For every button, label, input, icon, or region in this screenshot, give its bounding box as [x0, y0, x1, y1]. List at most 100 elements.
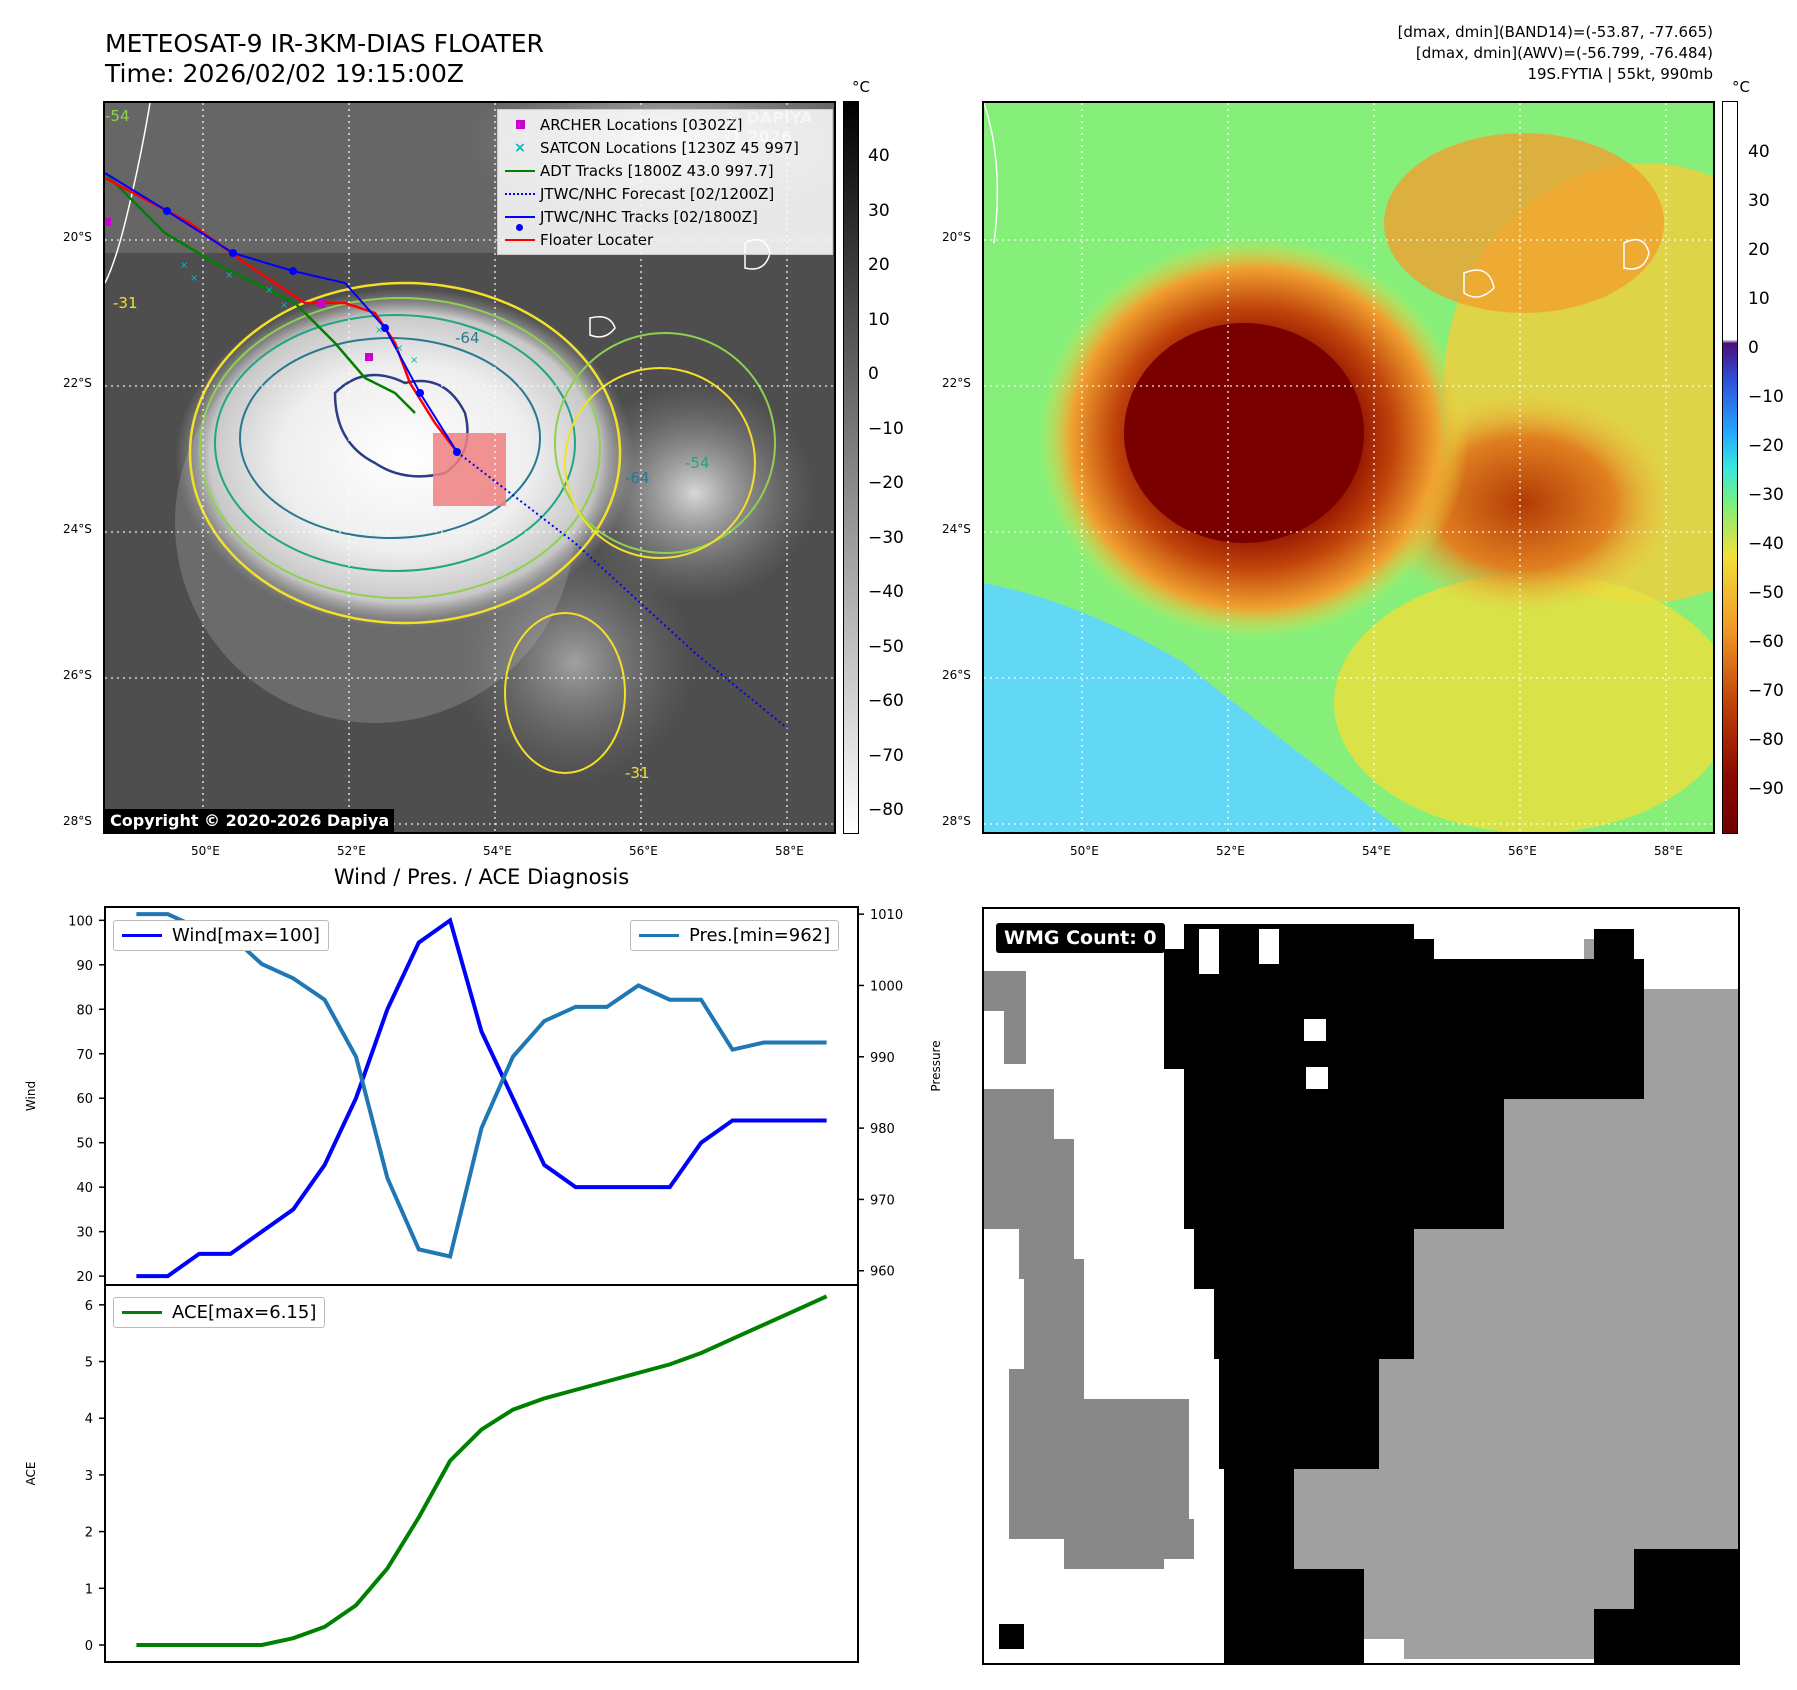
colorbar-tick-label: 30 — [868, 200, 890, 221]
colorbar-tick-label: −20 — [1748, 436, 1784, 456]
pressure-tick-label: 980 — [870, 1122, 895, 1137]
colorbar-tick-label: −10 — [1748, 387, 1784, 407]
wmg-count-badge: WMG Count: 0 — [996, 923, 1165, 953]
wind-tick-label: 90 — [76, 959, 93, 974]
colorbar-tick-label: −90 — [1748, 779, 1784, 799]
lon-label: 50°E — [191, 844, 220, 858]
svg-text:×: × — [395, 343, 403, 354]
contour-label: -54 — [685, 454, 710, 472]
ace-tick-label: 2 — [85, 1526, 93, 1541]
legend-item-jtwc-tracks: JTWC/NHC Tracks [02/1800Z] — [500, 205, 830, 231]
wind-tick-label: 20 — [76, 1270, 93, 1285]
awv-panel — [982, 101, 1715, 834]
top-plot-frame — [104, 906, 859, 1286]
line-icon — [500, 238, 540, 241]
contour-label: -31 — [625, 764, 650, 782]
figure-title: METEOSAT-9 IR-3KM-DIAS FLOATER — [105, 29, 544, 58]
ir-colorbar-unit: °C — [852, 78, 870, 96]
legend-item-floater: Floater Locater — [500, 228, 830, 251]
ace-axis-label: ACE — [24, 1462, 38, 1486]
pressure-tick-label: 990 — [870, 1051, 895, 1066]
legend-item-satcon: × SATCON Locations [1230Z 45 997] — [500, 136, 830, 159]
wind-tick-label: 100 — [68, 914, 93, 929]
ir-colorbar — [843, 101, 859, 834]
colorbar-tick-label: −10 — [868, 418, 904, 439]
wind-tick-label: 30 — [76, 1226, 93, 1241]
ace-tick-label: 5 — [85, 1356, 93, 1371]
wind-series-line — [136, 917, 827, 1279]
lon-label: 54°E — [483, 844, 512, 858]
colorbar-tick-label: 20 — [868, 255, 890, 275]
wmg-map — [984, 924, 1738, 1663]
colorbar-tick-label: −50 — [868, 636, 904, 657]
wind-tick-label: 40 — [76, 1181, 93, 1196]
svg-text:×: × — [410, 355, 418, 366]
lat-label: 24°S — [63, 522, 92, 536]
lat-label: 20°S — [63, 230, 92, 244]
colorbar-tick-label: −60 — [1748, 632, 1784, 652]
lon-label: 58°E — [775, 844, 804, 858]
awv-colorbar — [1722, 101, 1738, 834]
pressure-tick-label: 1000 — [870, 979, 903, 994]
svg-text:×: × — [265, 285, 273, 296]
pressure-tick-label: 1010 — [870, 908, 903, 923]
square-icon — [500, 120, 540, 129]
lon-label: 52°E — [1216, 844, 1245, 858]
wind-tick-label: 80 — [76, 1003, 93, 1018]
ir-satellite-panel: × × × × × × × × -54 -31 -64 -64 -54 -31 ARCHE… — [103, 101, 836, 834]
lat-label: 28°S — [942, 814, 971, 828]
pressure-tick-label: 970 — [870, 1193, 895, 1208]
lon-label: 52°E — [337, 844, 366, 858]
lon-label: 56°E — [629, 844, 658, 858]
pressure-axis-label: Pressure — [929, 1040, 943, 1091]
lon-label: 56°E — [1508, 844, 1537, 858]
line-icon — [500, 169, 540, 172]
colorbar-tick-label: 10 — [868, 309, 890, 330]
wind-pres-ace-chart: 20 30 40 50 60 70 80 90 100 960 970 980 990 1000 1010 0… — [24, 906, 943, 1663]
colorbar-tick-label: −50 — [1748, 583, 1784, 603]
contour-label: -31 — [113, 294, 138, 312]
colorbar-tick-label: 40 — [868, 146, 890, 166]
svg-text:×: × — [280, 300, 288, 311]
band14-stats: [dmax, dmin](BAND14)=(-53.87, -77.665) — [1397, 23, 1713, 41]
awv-image — [984, 103, 1713, 832]
awv-stats: [dmax, dmin](AWV)=(-56.799, -76.484) — [1415, 44, 1713, 62]
svg-text:×: × — [375, 325, 383, 336]
contour-label: -64 — [625, 469, 650, 487]
colorbar-tick-label: 0 — [1748, 338, 1759, 358]
ace-tick-label: 3 — [85, 1469, 93, 1484]
figure-time: Time: 2026/02/02 19:15:00Z — [105, 59, 464, 88]
colorbar-tick-label: −80 — [868, 800, 904, 820]
colorbar-tick-label: −30 — [868, 527, 904, 548]
colorbar-tick-label: 10 — [1748, 289, 1770, 309]
legend-item-archer: ARCHER Locations [0302Z] — [500, 113, 830, 136]
storm-info: 19S.FYTIA | 55kt, 990mb — [1527, 65, 1713, 83]
colorbar-tick-label: −70 — [1748, 681, 1784, 701]
awv-colorbar-unit: °C — [1732, 78, 1750, 96]
lon-label: 54°E — [1362, 844, 1391, 858]
lon-label: 50°E — [1070, 844, 1099, 858]
ace-tick-label: 0 — [85, 1639, 93, 1654]
colorbar-tick-label: −40 — [868, 582, 904, 602]
wind-tick-label: 50 — [76, 1137, 93, 1152]
diagnosis-title: Wind / Pres. / ACE Diagnosis — [333, 865, 630, 889]
svg-text:×: × — [180, 260, 188, 271]
colorbar-tick-label: 30 — [1748, 191, 1770, 211]
pressure-tick-label: 960 — [870, 1265, 895, 1280]
colorbar-tick-label: 0 — [868, 364, 879, 384]
colorbar-tick-label: −20 — [868, 473, 904, 493]
colorbar-tick-label: −70 — [868, 745, 904, 766]
wind-axis-label: Wind — [24, 1081, 38, 1111]
lat-label: 20°S — [942, 230, 971, 244]
colorbar-tick-label: −80 — [1748, 730, 1784, 750]
copyright-label: Copyright © 2020-2026 Dapiya — [105, 809, 395, 832]
wind-tick-label: 60 — [76, 1092, 93, 1107]
lon-label: 58°E — [1654, 844, 1683, 858]
colorbar-tick-label: −60 — [868, 691, 904, 711]
ir-legend: ARCHER Locations [0302Z] × SATCON Locati… — [497, 109, 833, 255]
ace-legend: ACE[max=6.15] — [113, 1297, 326, 1328]
ace-line-icon — [122, 1311, 162, 1314]
x-icon: × — [514, 139, 526, 156]
colorbar-tick-label: 20 — [1748, 240, 1770, 260]
legend-item-jtwc-forecast: JTWC/NHC Forecast [02/1200Z] — [500, 182, 830, 205]
